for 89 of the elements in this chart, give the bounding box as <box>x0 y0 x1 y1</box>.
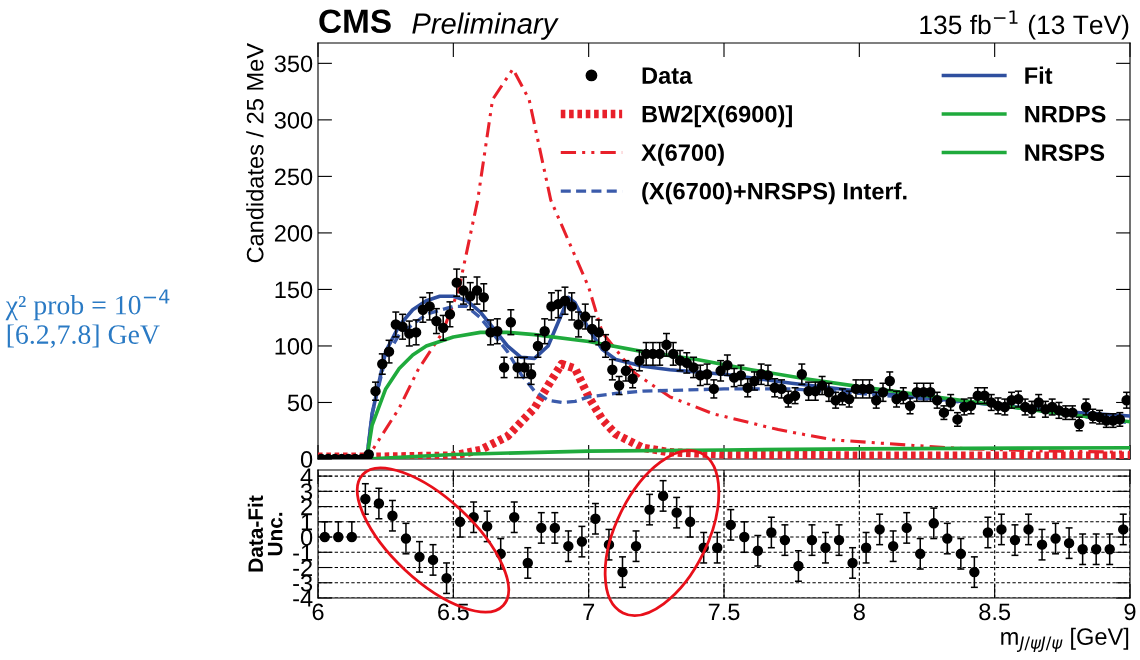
point <box>387 510 398 521</box>
point <box>522 557 533 569</box>
point <box>766 527 777 538</box>
point <box>1023 524 1034 535</box>
point <box>346 531 358 543</box>
point <box>833 534 845 546</box>
legend-label: BW2[X(6900)] <box>642 105 792 128</box>
point <box>617 566 628 578</box>
y-tick-label: 200 <box>274 224 313 242</box>
x-tick-label: 9 <box>1124 603 1136 621</box>
point <box>1090 544 1102 555</box>
point <box>563 540 574 552</box>
point <box>1077 544 1088 555</box>
y-tick-label: -4 <box>293 590 313 607</box>
point <box>1063 537 1075 549</box>
y-tick-label: 150 <box>275 281 313 299</box>
point <box>400 533 412 544</box>
point <box>712 542 723 553</box>
point <box>373 498 385 509</box>
x-tick-label: 6.5 <box>438 603 469 621</box>
point <box>1050 533 1061 544</box>
point <box>874 524 885 535</box>
point <box>1036 539 1048 550</box>
y-tick-label: 50 <box>287 394 313 412</box>
point <box>1009 534 1021 546</box>
point <box>942 533 953 544</box>
legend-label: Data <box>642 67 693 84</box>
point <box>847 557 858 569</box>
point <box>928 518 939 529</box>
point <box>319 531 330 543</box>
legend-label: (X(6700)+NRSPS) Interf. <box>642 182 907 205</box>
y-axis-title: Candidates / 25 MeV <box>246 43 264 263</box>
point <box>820 542 831 553</box>
legend-label: NRDPS <box>1025 105 1106 123</box>
y-tick-label: 300 <box>274 111 313 129</box>
point <box>644 504 655 515</box>
text: χ² prob = 10$^{−4}$ <box>5 289 170 321</box>
x-tick-label: 6 <box>312 603 324 621</box>
point <box>752 545 764 556</box>
x-tick-label: 7 <box>583 603 595 620</box>
legend-label: X(6700) <box>641 143 724 166</box>
point <box>806 534 818 546</box>
x-tick-label: 7.5 <box>708 603 740 621</box>
y-tick-label: 350 <box>274 55 313 73</box>
point <box>887 540 899 552</box>
point <box>427 554 439 566</box>
y-tick-label: 4 <box>300 468 313 485</box>
y-tick-label: 250 <box>274 168 313 186</box>
point <box>955 548 967 560</box>
y-axis-title: Data-Fit Unc. <box>247 495 283 572</box>
chart-title: CMS <box>319 9 391 34</box>
point <box>739 531 750 543</box>
point <box>630 540 642 552</box>
point <box>982 527 994 538</box>
x-tick-label: 8 <box>853 603 865 621</box>
point <box>793 560 804 572</box>
point <box>901 522 912 534</box>
point <box>996 524 1007 535</box>
point <box>1118 524 1129 535</box>
y-tick-label: 100 <box>275 338 313 355</box>
point <box>576 536 588 547</box>
point <box>536 522 547 534</box>
point <box>657 490 669 502</box>
point <box>779 534 791 546</box>
point <box>684 516 696 528</box>
point <box>441 572 452 584</box>
point <box>481 521 493 532</box>
x-axis-title: m$_{J/ψJ/ψ}$ [GeV] <box>1001 627 1129 653</box>
point <box>671 507 682 518</box>
point <box>509 512 520 523</box>
y-tick-label: 0 <box>300 451 313 468</box>
text: 135 fb$^{−1}$ (13 TeV) <box>920 10 1129 40</box>
x-tick-label: 8.5 <box>979 603 1011 621</box>
y-tick-label: -2 <box>293 559 312 577</box>
point <box>1104 544 1115 555</box>
point <box>590 513 601 524</box>
point <box>454 516 466 528</box>
point <box>725 519 736 531</box>
point <box>360 493 371 505</box>
legend-label: NRSPS <box>1025 144 1105 162</box>
point <box>969 566 980 578</box>
point <box>915 548 926 560</box>
point <box>414 551 425 563</box>
chart-subtitle: Preliminary <box>412 12 559 40</box>
point <box>333 531 344 543</box>
legend-label: Fit <box>1025 66 1053 84</box>
point <box>549 522 561 534</box>
text: [6.2,7.8] GeV <box>7 324 160 348</box>
point <box>860 542 872 553</box>
